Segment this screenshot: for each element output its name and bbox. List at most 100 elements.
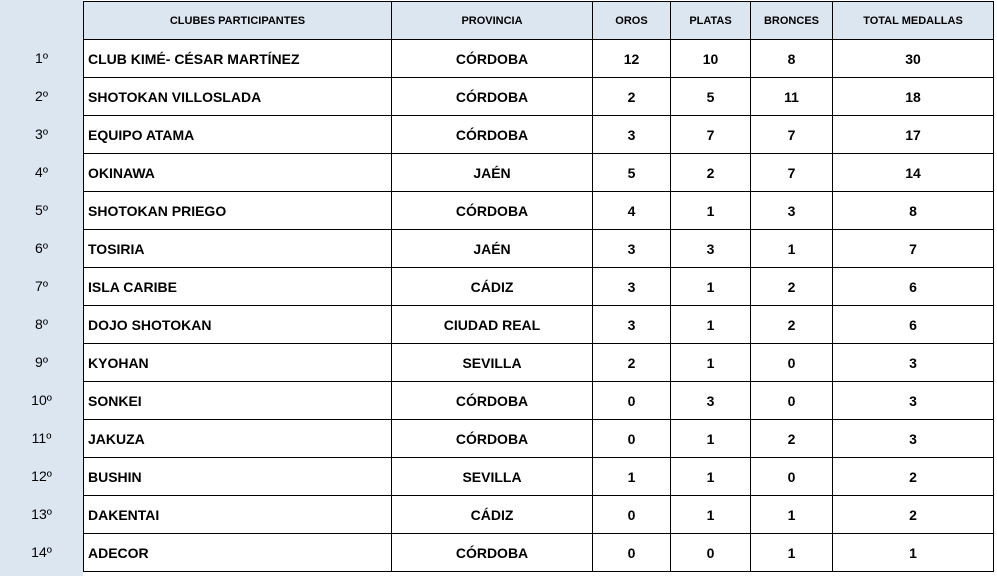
- total-cell: 2: [832, 457, 994, 496]
- platas-cell: 5: [670, 77, 751, 116]
- platas-cell: 1: [670, 419, 751, 458]
- bronces-cell: 0: [750, 381, 833, 420]
- total-cell: 17: [832, 115, 994, 154]
- provincia-cell: CÓRDOBA: [391, 39, 593, 78]
- position-label: 13º: [31, 506, 52, 522]
- total-cell: 8: [832, 191, 994, 230]
- oros-cell: 0: [592, 495, 671, 534]
- header-provincia: PROVINCIA: [391, 1, 593, 40]
- position-label: 10º: [31, 392, 52, 408]
- table-row: ISLA CARIBE CÁDIZ 3 1 2 6: [83, 267, 994, 306]
- table-row: TOSIRIA JAÉN 3 3 1 7: [83, 229, 994, 268]
- table-row: SHOTOKAN VILLOSLADA CÓRDOBA 2 5 11 18: [83, 77, 994, 116]
- table-row: ADECOR CÓRDOBA 0 0 1 1: [83, 533, 994, 572]
- provincia-cell: JAÉN: [391, 229, 593, 268]
- total-cell: 18: [832, 77, 994, 116]
- provincia-cell: CÓRDOBA: [391, 115, 593, 154]
- platas-cell: 1: [670, 267, 751, 306]
- bronces-cell: 2: [750, 419, 833, 458]
- total-cell: 2: [832, 495, 994, 534]
- position-label: 2º: [35, 88, 48, 104]
- club-cell: ADECOR: [83, 533, 392, 572]
- oros-cell: 4: [592, 191, 671, 230]
- header-clubes: CLUBES PARTICIPANTES: [83, 1, 392, 40]
- oros-cell: 2: [592, 77, 671, 116]
- club-cell: ISLA CARIBE: [83, 267, 392, 306]
- bronces-cell: 8: [750, 39, 833, 78]
- bronces-cell: 1: [750, 533, 833, 572]
- oros-cell: 3: [592, 115, 671, 154]
- club-cell: SHOTOKAN VILLOSLADA: [83, 77, 392, 116]
- provincia-cell: CÁDIZ: [391, 495, 593, 534]
- table-row: KYOHAN SEVILLA 2 1 0 3: [83, 343, 994, 382]
- club-cell: JAKUZA: [83, 419, 392, 458]
- platas-cell: 10: [670, 39, 751, 78]
- total-cell: 3: [832, 419, 994, 458]
- provincia-cell: CIUDAD REAL: [391, 305, 593, 344]
- provincia-cell: JAÉN: [391, 153, 593, 192]
- position-label: 7º: [35, 278, 48, 294]
- provincia-cell: SEVILLA: [391, 457, 593, 496]
- bronces-cell: 2: [750, 267, 833, 306]
- total-cell: 3: [832, 381, 994, 420]
- provincia-cell: CÓRDOBA: [391, 419, 593, 458]
- position-label: 3º: [35, 126, 48, 142]
- platas-cell: 3: [670, 381, 751, 420]
- oros-cell: 1: [592, 457, 671, 496]
- platas-cell: 1: [670, 305, 751, 344]
- table-row: SONKEI CÓRDOBA 0 3 0 3: [83, 381, 994, 420]
- bronces-cell: 1: [750, 229, 833, 268]
- position-label: 6º: [35, 240, 48, 256]
- platas-cell: 1: [670, 343, 751, 382]
- oros-cell: 0: [592, 533, 671, 572]
- bronces-cell: 7: [750, 153, 833, 192]
- oros-cell: 5: [592, 153, 671, 192]
- bronces-cell: 7: [750, 115, 833, 154]
- club-cell: DOJO SHOTOKAN: [83, 305, 392, 344]
- position-label: 12º: [31, 468, 52, 484]
- position-label: 5º: [35, 202, 48, 218]
- header-oros: OROS: [592, 1, 671, 40]
- club-cell: BUSHIN: [83, 457, 392, 496]
- position-label: 4º: [35, 164, 48, 180]
- platas-cell: 1: [670, 495, 751, 534]
- bronces-cell: 0: [750, 343, 833, 382]
- club-cell: CLUB KIMÉ- CÉSAR MARTÍNEZ: [83, 39, 392, 78]
- club-cell: TOSIRIA: [83, 229, 392, 268]
- oros-cell: 0: [592, 381, 671, 420]
- platas-cell: 7: [670, 115, 751, 154]
- provincia-cell: CÓRDOBA: [391, 533, 593, 572]
- table-row: OKINAWA JAÉN 5 2 7 14: [83, 153, 994, 192]
- total-cell: 1: [832, 533, 994, 572]
- provincia-cell: CÓRDOBA: [391, 191, 593, 230]
- oros-cell: 12: [592, 39, 671, 78]
- header-bronces: BRONCES: [750, 1, 833, 40]
- platas-cell: 2: [670, 153, 751, 192]
- provincia-cell: CÓRDOBA: [391, 381, 593, 420]
- oros-cell: 0: [592, 419, 671, 458]
- oros-cell: 2: [592, 343, 671, 382]
- provincia-cell: CÁDIZ: [391, 267, 593, 306]
- platas-cell: 3: [670, 229, 751, 268]
- club-cell: DAKENTAI: [83, 495, 392, 534]
- header-platas: PLATAS: [670, 1, 751, 40]
- total-cell: 3: [832, 343, 994, 382]
- platas-cell: 1: [670, 191, 751, 230]
- oros-cell: 3: [592, 229, 671, 268]
- total-cell: 30: [832, 39, 994, 78]
- position-label: 11º: [31, 430, 52, 446]
- table-row: SHOTOKAN PRIEGO CÓRDOBA 4 1 3 8: [83, 191, 994, 230]
- total-cell: 6: [832, 305, 994, 344]
- total-cell: 6: [832, 267, 994, 306]
- table-row: DOJO SHOTOKAN CIUDAD REAL 3 1 2 6: [83, 305, 994, 344]
- table-row: CLUB KIMÉ- CÉSAR MARTÍNEZ CÓRDOBA 12 10 8 30: [83, 39, 994, 78]
- position-column: [0, 0, 83, 576]
- provincia-cell: SEVILLA: [391, 343, 593, 382]
- total-cell: 14: [832, 153, 994, 192]
- header-row: CLUBES PARTICIPANTES PROVINCIA OROS PLAT…: [83, 1, 994, 40]
- bronces-cell: 1: [750, 495, 833, 534]
- table-row: BUSHIN SEVILLA 1 1 0 2: [83, 457, 994, 496]
- club-cell: EQUIPO ATAMA: [83, 115, 392, 154]
- medal-table: CLUBES PARTICIPANTES PROVINCIA OROS PLAT…: [83, 1, 994, 572]
